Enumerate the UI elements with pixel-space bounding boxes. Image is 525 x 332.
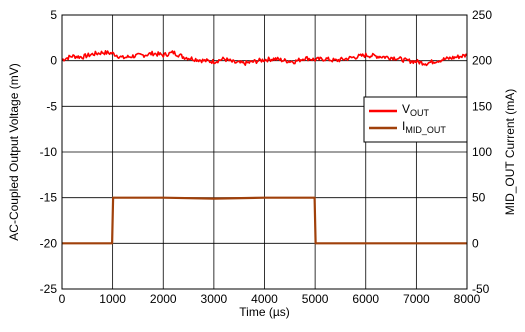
y-left-tick-label: -10 — [40, 145, 58, 159]
y-axis-left-label: AC-Coupled Output Voltage (mV) — [7, 63, 21, 240]
x-tick-label: 5000 — [302, 292, 329, 306]
y-right-tick-label: 250 — [472, 8, 492, 22]
legend-sub-imid: MID_OUT — [405, 125, 446, 135]
x-tick-label: 3000 — [201, 292, 228, 306]
y-right-tick-label: 0 — [472, 236, 479, 250]
x-tick-label: 6000 — [352, 292, 379, 306]
y-left-tick-label: -20 — [40, 236, 58, 250]
x-tick-label: 4000 — [251, 292, 278, 306]
y-right-tick-label: 150 — [472, 99, 492, 113]
x-tick-label: 8000 — [454, 292, 481, 306]
y-left-tick-label: -5 — [46, 99, 57, 113]
y-left-tick-label: -25 — [40, 282, 58, 296]
x-tick-label: 7000 — [403, 292, 430, 306]
y-right-tick-label: 50 — [472, 191, 486, 205]
y-left-tick-label: -15 — [40, 191, 58, 205]
series-layer — [61, 50, 468, 245]
x-axis-label: Time (µs) — [239, 305, 289, 319]
plot-frame — [61, 14, 468, 290]
legend-main-imid: I — [402, 119, 405, 133]
legend-entry-imid: IMID_OUT — [402, 119, 446, 135]
y-right-tick-label: -50 — [472, 282, 490, 296]
y-right-tick-label: 100 — [472, 145, 492, 159]
legend: VOUT IMID_OUT — [363, 96, 468, 143]
legend-box — [363, 96, 468, 143]
x-tick-label: 2000 — [150, 292, 177, 306]
y-left-tick-label: 0 — [50, 54, 57, 68]
x-tick-label: 1000 — [99, 292, 126, 306]
legend-sub-vout: OUT — [410, 108, 430, 118]
y-axis-right-label: MID_OUT Current (mA) — [503, 89, 517, 215]
legend-main-vout: V — [402, 102, 410, 116]
legend-entry-vout: VOUT — [402, 102, 430, 118]
y-left-tick-label: 5 — [50, 8, 57, 22]
x-tick-label: 0 — [59, 292, 66, 306]
y-right-tick-label: 200 — [472, 54, 492, 68]
series-line-1 — [62, 196, 467, 245]
series-line-0 — [61, 50, 468, 67]
